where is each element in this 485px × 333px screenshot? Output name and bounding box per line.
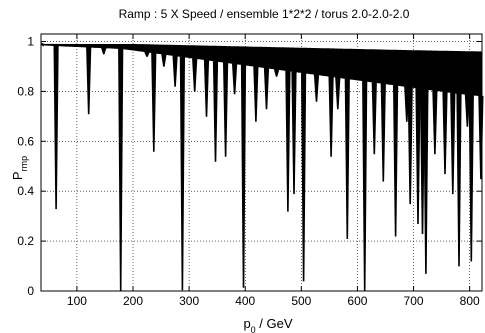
series-line (40, 42, 483, 97)
resonance-dip (231, 63, 238, 95)
resonance-dip (432, 90, 438, 155)
y-tick-label: 1 (27, 34, 34, 48)
y-tick-label: 0.4 (17, 184, 34, 198)
x-tick-label: 800 (460, 294, 480, 308)
resonance-dip (464, 94, 471, 127)
y-axis-label: Prmp (10, 156, 29, 180)
y-tick-label: 0 (27, 284, 34, 298)
x-axis-label-main: p (243, 316, 250, 331)
resonance-dip (328, 76, 334, 157)
resonance-dip (423, 89, 429, 274)
resonance-dip (344, 78, 350, 239)
resonance-dip (144, 51, 150, 57)
chart-title: Ramp : 5 X Speed / ensemble 1*2*2 / toru… (119, 7, 410, 21)
resonance-dip (263, 67, 270, 110)
resonance-dip (335, 77, 341, 110)
resonance-dip (392, 85, 399, 237)
x-tick-label: 700 (404, 294, 424, 308)
resonance-dip (212, 61, 219, 162)
resonance-dip (380, 83, 386, 182)
x-tick-label: 400 (235, 294, 255, 308)
resonance-dip (300, 72, 307, 282)
x-tick-label: 600 (347, 294, 367, 308)
resonance-dip (450, 92, 456, 195)
resonance-dip (468, 94, 474, 262)
y-tick-label: 0.6 (17, 134, 34, 148)
x-axis-label: p0 / GeV (243, 316, 292, 333)
resonance-dip (172, 55, 178, 87)
resonance-dip (101, 47, 107, 55)
x-tick-label: 200 (123, 294, 143, 308)
x-tick-label: 300 (179, 294, 199, 308)
resonance-dip (456, 93, 462, 267)
plot-area (40, 42, 484, 292)
resonance-dip (203, 59, 210, 117)
y-tick-labels: 0 0.2 0.4 0.6 0.8 1 (17, 34, 34, 298)
y-axis-label-sub: rmp (19, 156, 29, 172)
resonance-dip (240, 64, 247, 288)
x-tick-label: 500 (291, 294, 311, 308)
resonance-dip (86, 47, 92, 115)
resonance-dip (415, 88, 421, 224)
x-tick-labels: 100 200 300 400 500 600 700 800 (67, 294, 480, 308)
x-axis-label-sub: 0 (251, 325, 256, 333)
resonance-dip (362, 81, 368, 292)
plot-frame (40, 33, 483, 292)
resonance-dip (291, 71, 297, 195)
resonance-dip (222, 62, 229, 157)
resonance-dip (179, 56, 186, 291)
resonance-dip (442, 91, 448, 175)
resonance-dip (407, 87, 413, 205)
resonance-dip (313, 74, 320, 102)
resonance-dip (371, 82, 377, 155)
resonance-dip (161, 54, 167, 67)
y-axis-label-main: P (10, 171, 25, 180)
x-axis-label-rest: / GeV (256, 316, 293, 331)
y-tick-label: 0.8 (17, 84, 34, 98)
resonance-dip (192, 58, 198, 92)
resonance-dip (53, 45, 59, 210)
resonance-dip (419, 88, 426, 234)
resonance-dip (273, 69, 280, 77)
x-tick-label: 100 (67, 294, 87, 308)
resonance-dip (118, 48, 124, 292)
resonance-dip (151, 52, 157, 152)
y-tick-label: 0.2 (17, 234, 34, 248)
axis-ticks (41, 34, 482, 292)
resonance-dip (285, 70, 291, 212)
resonance-dip (253, 66, 259, 122)
